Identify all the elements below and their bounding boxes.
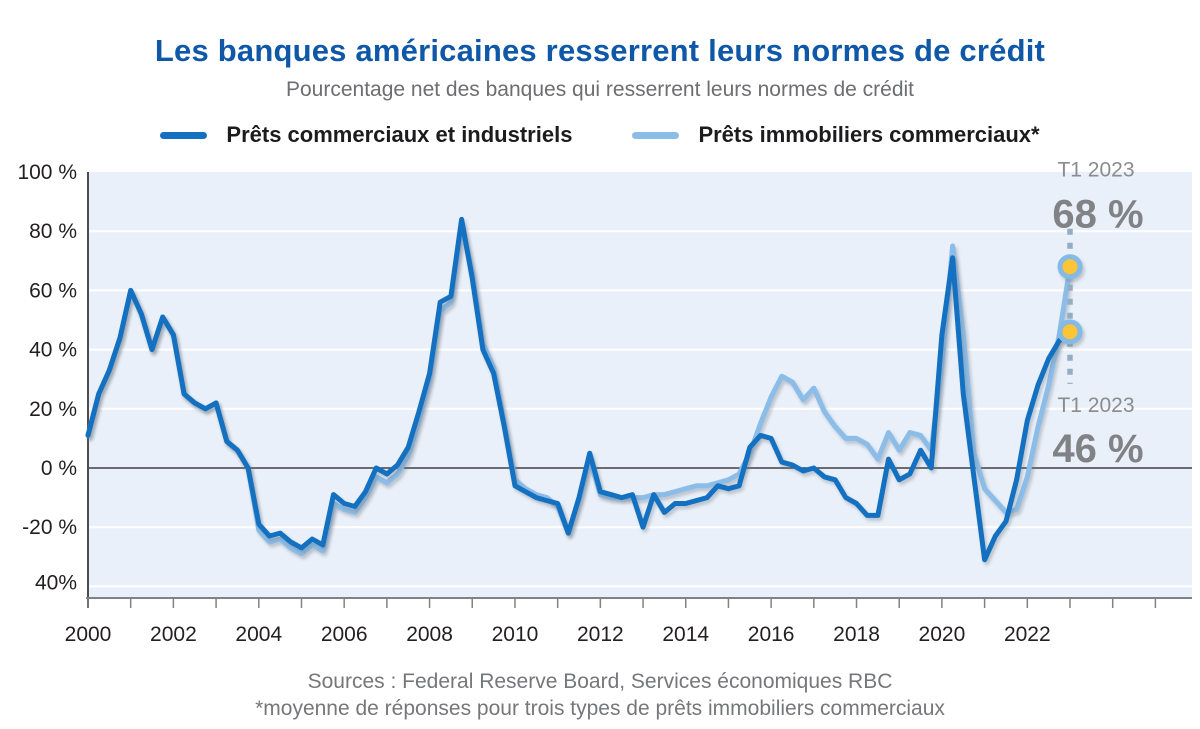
annotation-ci-t1-2023: T1 2023 46 %	[1052, 394, 1143, 471]
svg-text:46 %: 46 %	[1052, 427, 1143, 471]
legend: Prêts commerciaux et industriels Prêts i…	[0, 122, 1200, 148]
svg-text:2006: 2006	[321, 623, 368, 646]
ci-series-line	[85, 216, 1073, 563]
svg-text:-20 %: -20 %	[22, 516, 77, 539]
svg-text:60 %: 60 %	[29, 279, 77, 302]
cre-endpoint-marker	[1057, 254, 1083, 280]
svg-text:2002: 2002	[150, 623, 197, 646]
svg-text:2014: 2014	[662, 623, 709, 646]
legend-label-commercial-industrial: Prêts commerciaux et industriels	[226, 122, 573, 147]
svg-text:T1 2023: T1 2023	[1057, 394, 1134, 417]
legend-label-real-estate: Prêts immobiliers commerciaux*	[698, 122, 1040, 147]
svg-text:2016: 2016	[748, 623, 795, 646]
x-axis-labels: 2000 2002 2004 2006 2008 2010 2012 2014 2016 2018…	[65, 623, 1051, 646]
cre-line-swatch	[632, 131, 680, 139]
svg-text:100 %: 100 %	[17, 161, 77, 184]
svg-text:2010: 2010	[492, 623, 539, 646]
gridlines	[88, 230, 1192, 588]
svg-text:T1 2023: T1 2023	[1057, 159, 1134, 182]
svg-text:20 %: 20 %	[29, 398, 77, 421]
svg-text:2000: 2000	[65, 623, 112, 646]
svg-text:2022: 2022	[1004, 623, 1051, 646]
ci-endpoint-marker	[1057, 319, 1083, 345]
chart-subtitle: Pourcentage net des banques qui resserre…	[285, 78, 915, 101]
svg-text:2020: 2020	[919, 623, 966, 646]
svg-text:68 %: 68 %	[1052, 193, 1143, 237]
annotation-cre-t1-2023: T1 2023 68 %	[1052, 159, 1143, 237]
legend-item-commercial-industrial: Prêts commerciaux et industriels	[160, 122, 572, 148]
svg-text:2018: 2018	[833, 623, 880, 646]
svg-text:0 %: 0 %	[41, 457, 77, 480]
plot-area	[88, 172, 1192, 598]
sources-line: Sources : Federal Reserve Board, Service…	[307, 670, 893, 693]
y-axis-labels: 100 % 80 % 60 % 40 % 20 % 0 % -20 % 40%	[17, 161, 77, 594]
ci-line-swatch	[160, 131, 208, 139]
svg-text:2012: 2012	[577, 623, 624, 646]
svg-text:40 %: 40 %	[29, 339, 77, 362]
svg-text:80 %: 80 %	[29, 220, 77, 243]
legend-item-real-estate: Prêts immobiliers commerciaux*	[632, 122, 1040, 148]
svg-text:2008: 2008	[406, 623, 453, 646]
svg-text:2004: 2004	[235, 623, 282, 646]
page-title: Les banques américaines resserrent leurs…	[154, 33, 1046, 68]
x-axis-ticks	[87, 598, 1157, 608]
svg-text:40%: 40%	[35, 571, 77, 594]
footnote-line: *moyenne de réponses pour trois types de…	[255, 697, 945, 720]
